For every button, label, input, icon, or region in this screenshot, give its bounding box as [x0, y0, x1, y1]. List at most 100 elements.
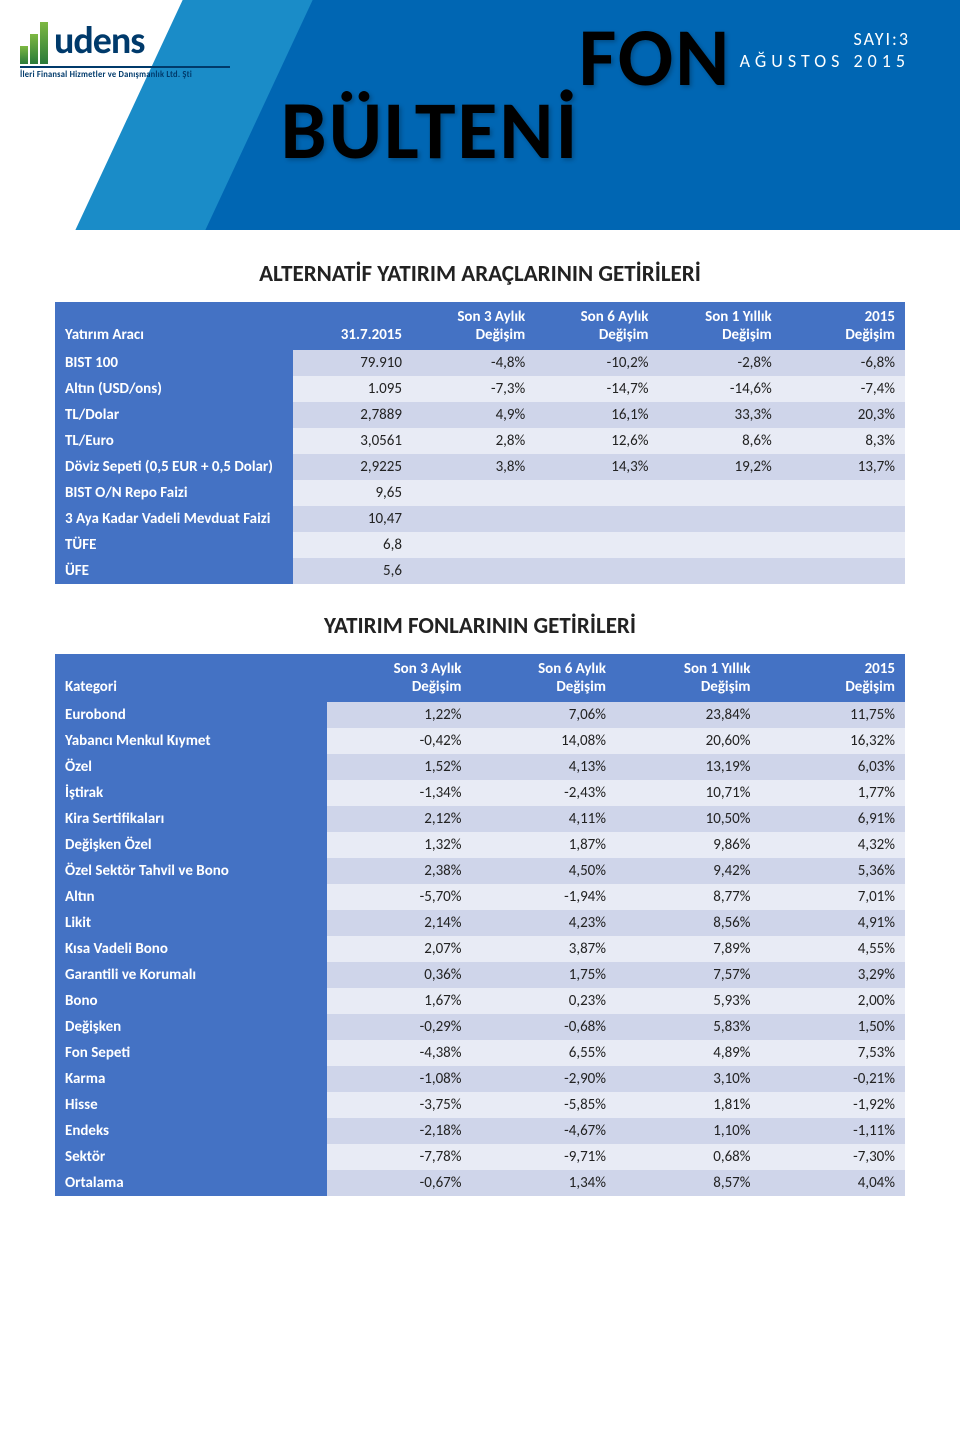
cell: 4,55%: [761, 936, 906, 962]
cell: -0,67%: [327, 1170, 472, 1196]
cell: -0,21%: [761, 1066, 906, 1092]
row-label: İştirak: [55, 780, 327, 806]
row-label: Altın: [55, 884, 327, 910]
table-row: Değişken Özel1,32%1,87%9,86%4,32%: [55, 832, 905, 858]
cell: 33,3%: [659, 402, 782, 428]
cell: 20,60%: [616, 728, 761, 754]
cell: -4,8%: [412, 350, 535, 376]
cell: -1,94%: [472, 884, 617, 910]
table-row: Fon Sepeti-4,38%6,55%4,89%7,53%: [55, 1040, 905, 1066]
row-label: TL/Dolar: [55, 402, 293, 428]
row-label: Karma: [55, 1066, 327, 1092]
cell: 8,6%: [659, 428, 782, 454]
cell: -10,2%: [535, 350, 658, 376]
table-row: Bono1,67%0,23%5,93%2,00%: [55, 988, 905, 1014]
cell: -1,92%: [761, 1092, 906, 1118]
cell: 1,50%: [761, 1014, 906, 1040]
cell: 13,7%: [782, 454, 905, 480]
cell: -7,30%: [761, 1144, 906, 1170]
cell: 10,47: [293, 506, 412, 532]
bulletin-title: FON BÜLTENİ: [180, 20, 960, 171]
cell: [412, 558, 535, 584]
cell: 1,67%: [327, 988, 472, 1014]
cell: 4,50%: [472, 858, 617, 884]
table-row: Sektör-7,78%-9,71%0,68%-7,30%: [55, 1144, 905, 1170]
table-row: Altın (USD/ons)1.095-7,3%-14,7%-14,6%-7,…: [55, 376, 905, 402]
cell: 7,53%: [761, 1040, 906, 1066]
cell: 4,89%: [616, 1040, 761, 1066]
row-label: ÜFE: [55, 558, 293, 584]
cell: -5,85%: [472, 1092, 617, 1118]
cell: 13,19%: [616, 754, 761, 780]
cell: -7,3%: [412, 376, 535, 402]
title-line-2: BÜLTENİ: [0, 93, 960, 171]
table-row: İştirak-1,34%-2,43%10,71%1,77%: [55, 780, 905, 806]
cell: 8,3%: [782, 428, 905, 454]
cell: 23,84%: [616, 702, 761, 728]
cell: 4,13%: [472, 754, 617, 780]
table2-head: KategoriSon 3 AylıkDeğişimSon 6 AylıkDeğ…: [55, 654, 905, 702]
row-label: Kısa Vadeli Bono: [55, 936, 327, 962]
table-row: Karma-1,08%-2,90%3,10%-0,21%: [55, 1066, 905, 1092]
row-label: Döviz Sepeti (0,5 EUR + 0,5 Dolar): [55, 454, 293, 480]
cell: 8,56%: [616, 910, 761, 936]
cell: 8,57%: [616, 1170, 761, 1196]
row-label: Altın (USD/ons): [55, 376, 293, 402]
cell: [535, 532, 658, 558]
cell: [659, 480, 782, 506]
cell: -3,75%: [327, 1092, 472, 1118]
cell: 7,06%: [472, 702, 617, 728]
cell: -1,34%: [327, 780, 472, 806]
table-row: Eurobond1,22%7,06%23,84%11,75%: [55, 702, 905, 728]
table-row: Altın-5,70%-1,94%8,77%7,01%: [55, 884, 905, 910]
table-row: Ortalama-0,67%1,34%8,57%4,04%: [55, 1170, 905, 1196]
cell: 1,32%: [327, 832, 472, 858]
cell: 6,55%: [472, 1040, 617, 1066]
cell: 5,83%: [616, 1014, 761, 1040]
cell: [782, 532, 905, 558]
cell: -7,4%: [782, 376, 905, 402]
cell: -6,8%: [782, 350, 905, 376]
row-label: Özel Sektör Tahvil ve Bono: [55, 858, 327, 884]
cell: 1,75%: [472, 962, 617, 988]
row-label: Bono: [55, 988, 327, 1014]
cell: 1,22%: [327, 702, 472, 728]
table-row: Kira Sertifikaları2,12%4,11%10,50%6,91%: [55, 806, 905, 832]
table2: KategoriSon 3 AylıkDeğişimSon 6 AylıkDeğ…: [55, 654, 905, 1196]
cell: 19,2%: [659, 454, 782, 480]
cell: -2,90%: [472, 1066, 617, 1092]
table1: Yatırım Aracı31.7.2015Son 3 AylıkDeğişim…: [55, 302, 905, 584]
row-label: Fon Sepeti: [55, 1040, 327, 1066]
page-header: udens İleri Finansal Hizmetler ve Danışm…: [0, 0, 960, 230]
table2-body: Eurobond1,22%7,06%23,84%11,75%Yabancı Me…: [55, 702, 905, 1196]
col-header: Kategori: [55, 654, 327, 702]
cell: 79.910: [293, 350, 412, 376]
cell: -14,6%: [659, 376, 782, 402]
cell: 4,9%: [412, 402, 535, 428]
cell: 2,38%: [327, 858, 472, 884]
table1-head: Yatırım Aracı31.7.2015Son 3 AylıkDeğişim…: [55, 302, 905, 350]
col-header: 2015Değişim: [782, 302, 905, 350]
row-label: 3 Aya Kadar Vadeli Mevduat Faizi: [55, 506, 293, 532]
cell: 2,00%: [761, 988, 906, 1014]
table-row: Değişken-0,29%-0,68%5,83%1,50%: [55, 1014, 905, 1040]
logo-bars-icon: [20, 22, 48, 64]
row-label: Garantili ve Korumalı: [55, 962, 327, 988]
cell: 14,08%: [472, 728, 617, 754]
cell: 11,75%: [761, 702, 906, 728]
cell: -2,8%: [659, 350, 782, 376]
table-row: BIST 10079.910-4,8%-10,2%-2,8%-6,8%: [55, 350, 905, 376]
cell: [535, 506, 658, 532]
col-header: 2015Değişim: [761, 654, 906, 702]
cell: 2,14%: [327, 910, 472, 936]
table-row: Garantili ve Korumalı0,36%1,75%7,57%3,29…: [55, 962, 905, 988]
cell: 4,91%: [761, 910, 906, 936]
cell: -0,68%: [472, 1014, 617, 1040]
col-header: Son 3 AylıkDeğişim: [412, 302, 535, 350]
row-label: BIST 100: [55, 350, 293, 376]
cell: 0,36%: [327, 962, 472, 988]
table-row: Likit2,14%4,23%8,56%4,91%: [55, 910, 905, 936]
cell: 1,52%: [327, 754, 472, 780]
cell: 1,10%: [616, 1118, 761, 1144]
cell: -7,78%: [327, 1144, 472, 1170]
